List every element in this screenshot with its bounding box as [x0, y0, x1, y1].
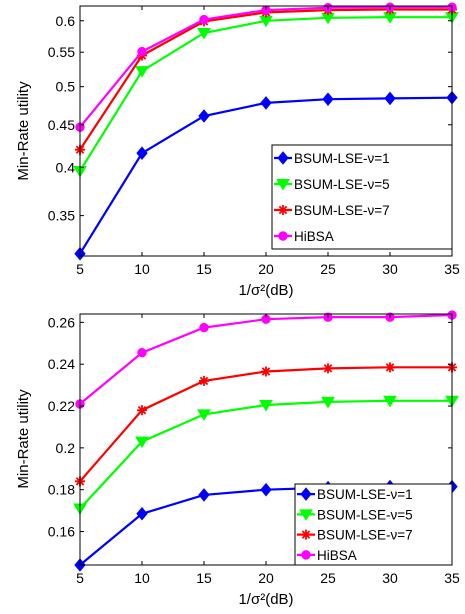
legend-label: BSUM-LSE-ν=1	[294, 151, 390, 166]
y-tick-label: 0.2	[56, 440, 76, 456]
x-tick-label: 10	[134, 570, 150, 586]
x-tick-label: 15	[196, 570, 212, 586]
legend-marker	[301, 529, 311, 540]
data-point	[197, 28, 211, 40]
x-tick-label: 30	[382, 261, 398, 277]
data-point	[198, 109, 210, 123]
legend-item-1: BSUM-LSE-ν=1	[274, 151, 390, 166]
series-2	[73, 395, 459, 515]
y-axis-label: Min-Rate utility	[15, 81, 32, 181]
data-point	[259, 399, 273, 412]
data-point	[199, 322, 209, 333]
data-point	[321, 396, 335, 409]
x-axis-label: 1/σ²(dB)	[238, 282, 293, 299]
y-tick-label: 0.22	[48, 398, 75, 414]
data-point	[137, 405, 147, 416]
legend-item-2: BSUM-LSE-ν=5	[274, 177, 390, 192]
legend-label: HiBSA	[317, 548, 357, 563]
series-3	[75, 362, 457, 487]
legend-label: BSUM-LSE-ν=5	[294, 177, 390, 192]
data-point	[260, 96, 272, 110]
legend-marker	[301, 550, 311, 560]
legend-marker	[278, 231, 288, 241]
legend: BSUM-LSE-ν=1 BSUM-LSE-ν=5 BSUM-LSE-ν=7 HiBS…	[271, 144, 453, 250]
data-point	[384, 91, 396, 106]
y-tick-label: 0.24	[48, 356, 75, 372]
data-point	[383, 395, 397, 408]
legend-item-4: HiBSA	[297, 548, 357, 563]
data-point	[197, 409, 211, 421]
x-tick-label: 35	[444, 570, 460, 586]
chart-panel-1: 5 10 15 20 25 30 35 0.35 0.4 0.45 0.5 0.55 0.6 1/σ²(d…	[15, 2, 460, 299]
data-point	[261, 366, 271, 377]
x-tick-label: 20	[258, 570, 274, 586]
y-axis-label: Min-Rate utility	[15, 389, 32, 489]
legend-label: BSUM-LSE-ν=7	[317, 528, 413, 543]
y-tick-label: 0.55	[48, 44, 75, 60]
y-tick-label: 0.16	[48, 524, 75, 540]
legend-item-1: BSUM-LSE-ν=1	[297, 487, 413, 502]
y-tick-label: 0.18	[48, 482, 75, 498]
x-axis-label: 1/σ²(dB)	[238, 591, 293, 608]
series-4	[75, 310, 457, 409]
y-tick-label: 0.4	[56, 159, 76, 175]
data-point	[198, 488, 210, 502]
legend-item-4: HiBSA	[274, 229, 334, 244]
data-point	[199, 375, 209, 386]
data-point	[323, 363, 333, 374]
data-point	[260, 482, 272, 497]
legend-item-2: BSUM-LSE-ν=5	[297, 507, 413, 522]
legend-item-3: BSUM-LSE-ν=7	[274, 203, 390, 218]
series-line	[79, 366, 452, 483]
x-tick-label: 30	[382, 570, 398, 586]
data-point	[199, 14, 209, 25]
legend-label: BSUM-LSE-ν=1	[317, 487, 413, 502]
y-tick-label: 0.6	[56, 13, 76, 29]
data-point	[385, 362, 395, 373]
data-point	[137, 46, 147, 57]
legend-marker	[299, 509, 313, 521]
y-tick-label: 0.5	[56, 79, 76, 95]
x-tick-label: 25	[320, 570, 336, 586]
legend-item-3: BSUM-LSE-ν=7	[297, 528, 413, 543]
x-tick-label: 10	[134, 261, 150, 277]
data-point	[135, 436, 149, 449]
x-tick-label: 15	[196, 261, 212, 277]
legend-marker	[276, 179, 290, 191]
y-tick-label: 0.45	[48, 117, 75, 133]
legend-box	[294, 483, 453, 566]
x-tick-label: 20	[258, 261, 274, 277]
legend: BSUM-LSE-ν=1 BSUM-LSE-ν=5 BSUM-LSE-ν=7 HiBS…	[294, 483, 453, 566]
y-tick-label: 0.26	[48, 314, 75, 330]
legend-label: HiBSA	[294, 229, 334, 244]
legend-marker	[277, 151, 289, 165]
legend-marker	[300, 487, 312, 501]
legend-box	[271, 144, 453, 250]
legend-label: BSUM-LSE-ν=5	[317, 507, 413, 522]
data-point	[322, 92, 334, 106]
data-point	[136, 506, 148, 521]
data-point	[136, 146, 148, 160]
legend-marker	[278, 205, 288, 215]
series-line	[79, 313, 453, 405]
legend-label: BSUM-LSE-ν=7	[294, 203, 390, 218]
series-1	[74, 90, 458, 261]
chart-panel-2: 5 10 15 20 25 30 35 0.16 0.18 0.2 0.22 0.24 0.26 1/σ²…	[15, 310, 460, 608]
y-tick-label: 0.35	[48, 208, 75, 224]
data-point	[135, 66, 149, 78]
x-tick-label: 5	[76, 570, 84, 586]
x-tick-label: 25	[320, 261, 336, 277]
x-tick-label: 35	[444, 261, 460, 277]
data-point	[137, 347, 147, 358]
x-tick-label: 5	[76, 261, 84, 277]
